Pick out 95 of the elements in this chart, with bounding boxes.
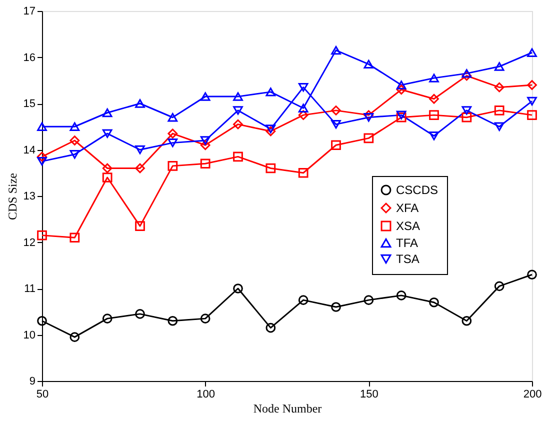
y-tick-label: 11 [24, 283, 36, 295]
point [200, 158, 210, 169]
x-tick-label: 150 [360, 388, 378, 400]
point [200, 140, 210, 150]
point [364, 295, 374, 305]
x-tick-label: 200 [523, 388, 542, 400]
point [527, 110, 537, 120]
point [364, 133, 374, 144]
point [70, 150, 80, 159]
point [102, 314, 112, 324]
y-tick-label: 15 [23, 98, 36, 110]
point [298, 110, 308, 120]
point [70, 232, 80, 243]
point [298, 82, 308, 92]
point [70, 122, 80, 131]
point [70, 136, 80, 146]
point [266, 163, 276, 174]
point [135, 99, 145, 108]
point [135, 309, 145, 319]
point [429, 74, 439, 82]
point [233, 284, 243, 294]
point [396, 80, 406, 90]
point [462, 316, 472, 326]
x-tick-label: 50 [36, 388, 49, 400]
point [494, 281, 504, 292]
point [331, 140, 341, 150]
point [266, 124, 276, 134]
point [298, 104, 308, 112]
point [462, 106, 472, 115]
point [233, 152, 243, 162]
point [200, 314, 210, 324]
legend-label: XFA [396, 201, 419, 215]
point [102, 108, 112, 118]
point [396, 290, 406, 300]
point [200, 92, 210, 101]
point [102, 129, 112, 138]
point [396, 110, 406, 120]
point [298, 168, 308, 178]
point [494, 106, 504, 116]
point [135, 145, 145, 154]
y-tick-label: 17 [23, 6, 36, 18]
y-tick-label: 10 [23, 329, 36, 342]
point [527, 96, 537, 106]
point [331, 46, 341, 55]
point [364, 60, 374, 69]
point [168, 113, 178, 122]
point [494, 82, 504, 92]
legend-label: XSA [396, 219, 420, 233]
x-tick-label: 100 [196, 388, 216, 400]
point [364, 113, 374, 122]
point [429, 110, 439, 120]
point [462, 112, 472, 122]
y-tick-label: 16 [23, 52, 36, 64]
point [233, 92, 243, 101]
y-tick-label: 9 [29, 376, 36, 388]
y-tick-label: 14 [23, 144, 36, 156]
point [527, 80, 537, 90]
y-axis-title: CDS Size [5, 172, 20, 220]
point [37, 156, 47, 166]
point [494, 62, 504, 71]
point [429, 132, 439, 140]
point [233, 119, 243, 130]
point [37, 230, 47, 240]
x-axis-title: Node Number [253, 402, 322, 416]
point [135, 163, 145, 174]
point [135, 221, 145, 231]
point [102, 163, 112, 174]
point [331, 106, 341, 116]
point [494, 122, 504, 131]
legend-label: TSA [396, 252, 420, 266]
point [233, 106, 243, 115]
point [168, 316, 178, 326]
point [462, 69, 472, 78]
point [527, 270, 537, 280]
point [168, 161, 178, 171]
point [266, 88, 276, 96]
point [70, 332, 80, 342]
point [396, 84, 406, 95]
legend-label: TFA [396, 236, 418, 250]
y-tick-label: 12 [23, 236, 36, 249]
point [331, 302, 341, 312]
point [102, 172, 112, 182]
y-tick-label: 13 [23, 190, 36, 202]
point [168, 138, 178, 148]
point [429, 297, 439, 308]
point [527, 48, 537, 57]
point [37, 316, 47, 326]
point [200, 136, 210, 145]
point [37, 122, 47, 131]
point [429, 94, 439, 104]
point [331, 120, 341, 129]
legend-label: CSCDS [396, 183, 438, 197]
point [298, 295, 308, 305]
point [168, 128, 178, 138]
point [266, 322, 276, 333]
